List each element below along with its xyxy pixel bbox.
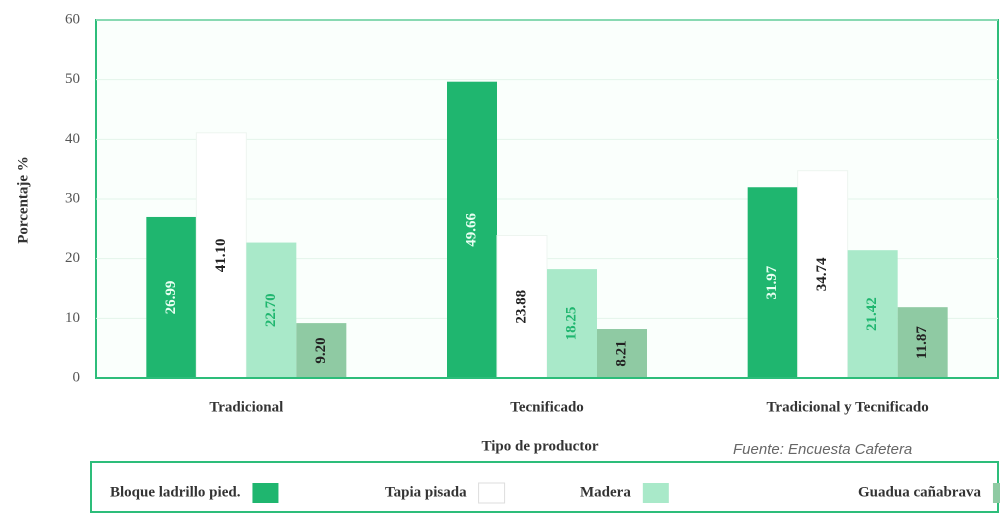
y-tick-label: 60 bbox=[65, 11, 80, 27]
bar bbox=[897, 307, 948, 378]
legend-label: Tapia pisada bbox=[385, 484, 467, 500]
data-label: 22.70 bbox=[263, 293, 279, 327]
bar bbox=[246, 242, 297, 378]
data-label: 21.42 bbox=[864, 297, 880, 331]
bar bbox=[797, 170, 849, 379]
y-tick-label: 40 bbox=[65, 131, 80, 147]
bar bbox=[447, 81, 497, 378]
x-tick-label: Tradicional y Tecnificado bbox=[767, 399, 929, 415]
data-label: 34.74 bbox=[814, 257, 830, 291]
legend-label: Bloque ladrillo pied. bbox=[110, 484, 241, 500]
data-label: 49.66 bbox=[463, 212, 479, 246]
y-tick-label: 50 bbox=[65, 71, 80, 87]
y-tick-label: 30 bbox=[65, 190, 80, 206]
bar bbox=[296, 323, 347, 378]
x-tick-label: Tecnificado bbox=[510, 399, 584, 415]
legend-swatch bbox=[642, 483, 669, 503]
legend-swatch bbox=[992, 483, 1000, 503]
x-axis-label: Tipo de productor bbox=[482, 438, 599, 454]
y-axis-label: Porcentaje % bbox=[15, 156, 31, 244]
bar bbox=[146, 216, 197, 378]
legend-swatch bbox=[252, 483, 279, 503]
data-label: 41.10 bbox=[213, 239, 229, 273]
y-tick-label: 20 bbox=[65, 250, 80, 266]
legend-frame bbox=[90, 461, 999, 513]
data-label: 18.25 bbox=[563, 307, 579, 341]
data-label: 11.87 bbox=[914, 326, 930, 359]
bar bbox=[496, 235, 548, 379]
legend-label: Madera bbox=[580, 484, 631, 500]
data-label: 31.97 bbox=[764, 265, 780, 299]
bar bbox=[547, 269, 597, 378]
data-label: 9.20 bbox=[313, 337, 329, 363]
bar bbox=[847, 250, 898, 378]
bar bbox=[747, 187, 798, 378]
y-tick-label: 0 bbox=[73, 369, 81, 385]
data-label: 26.99 bbox=[163, 281, 179, 315]
data-label: 23.88 bbox=[513, 290, 529, 324]
bar bbox=[597, 329, 647, 378]
source-note: Fuente: Encuesta Cafetera bbox=[733, 441, 912, 458]
legend-swatch bbox=[478, 482, 506, 504]
y-tick-label: 10 bbox=[65, 310, 80, 326]
x-tick-label: Tradicional bbox=[209, 399, 283, 415]
data-label: 8.21 bbox=[613, 340, 629, 366]
legend-label: Guadua cañabrava bbox=[858, 484, 981, 500]
